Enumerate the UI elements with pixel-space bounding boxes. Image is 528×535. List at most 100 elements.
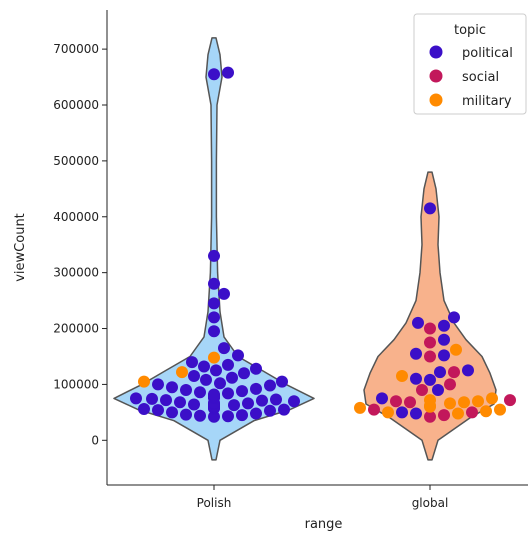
point-political-polish: [130, 392, 142, 405]
point-political-global: [434, 366, 446, 379]
violins: [113, 37, 497, 461]
y-axis-label: viewCount: [13, 213, 28, 282]
point-political-polish: [256, 394, 268, 407]
point-political-polish: [236, 385, 248, 398]
point-political-polish: [222, 387, 234, 400]
point-political-polish: [210, 364, 222, 377]
y-tick-label: 0: [91, 433, 99, 447]
y-tick-label: 400000: [53, 210, 99, 224]
point-political-polish: [278, 403, 290, 416]
point-political-polish: [218, 287, 230, 300]
point-political-polish: [160, 394, 172, 407]
point-political-polish: [180, 384, 192, 396]
point-political-polish: [208, 325, 220, 338]
point-social-global: [424, 410, 436, 423]
y-tick-label: 300000: [53, 266, 99, 280]
point-political-global: [396, 406, 408, 419]
point-political-polish: [194, 386, 206, 399]
point-political-polish: [222, 410, 234, 423]
legend-title: topic: [454, 23, 486, 38]
point-military-global: [396, 370, 408, 382]
point-social-global: [444, 378, 456, 391]
legend-label-military: military: [462, 94, 512, 109]
legend-label-social: social: [462, 70, 499, 85]
point-political-polish: [194, 409, 206, 422]
point-military-global: [444, 397, 456, 410]
point-political-polish: [232, 349, 244, 362]
point-political-polish: [264, 404, 276, 417]
point-military-global: [450, 343, 462, 356]
point-political-polish: [270, 393, 282, 406]
point-political-global: [410, 407, 422, 420]
point-social-global: [424, 322, 436, 335]
point-political-polish: [208, 249, 220, 262]
point-political-global: [438, 319, 450, 332]
point-political-polish: [138, 403, 150, 415]
point-political-polish: [222, 66, 234, 79]
x-ticks: Polish global: [197, 485, 449, 510]
point-political-global: [438, 333, 450, 346]
point-political-polish: [250, 407, 262, 420]
point-military-global: [452, 407, 464, 420]
point-political-polish: [288, 395, 300, 408]
violin-polish: [113, 37, 315, 461]
point-political-global: [412, 316, 424, 329]
point-political-polish: [208, 311, 220, 324]
legend-marker-military: [429, 93, 443, 107]
point-military-global: [382, 406, 394, 419]
point-social-global: [390, 395, 402, 408]
point-political-polish: [186, 356, 198, 369]
point-military-global: [472, 395, 484, 408]
point-political-global: [462, 364, 474, 377]
point-military-global: [480, 405, 492, 418]
point-social-global: [416, 384, 428, 396]
point-political-global: [376, 392, 388, 405]
point-political-polish: [188, 370, 200, 382]
point-political-global: [438, 349, 450, 362]
point-political-global: [410, 372, 422, 385]
point-military-polish: [176, 366, 188, 379]
point-political-polish: [180, 408, 192, 421]
x-axis-label: range: [305, 517, 343, 532]
point-military-global: [354, 401, 366, 414]
point-political-polish: [198, 360, 210, 373]
point-social-global: [404, 396, 416, 409]
point-political-polish: [228, 399, 240, 412]
point-social-global: [424, 336, 436, 349]
y-tick-label: 100000: [53, 377, 99, 391]
point-military-polish: [138, 375, 150, 388]
point-political-polish: [208, 297, 220, 310]
legend-entries: political social military: [429, 45, 513, 109]
violin-global: [363, 171, 497, 461]
legend-label-political: political: [462, 46, 513, 61]
y-tick-label: 700000: [53, 42, 99, 56]
point-political-polish: [222, 358, 234, 371]
point-military-global: [424, 394, 436, 407]
axes: 0 100000 200000 300000 400000 500000 600000 700…: [13, 10, 528, 532]
point-political-polish: [208, 277, 220, 290]
point-military-polish: [208, 351, 220, 364]
y-tick-label: 200000: [53, 322, 99, 336]
point-political-polish: [152, 378, 164, 391]
point-social-global: [504, 394, 516, 407]
point-political-polish: [166, 381, 178, 394]
legend-marker-social: [429, 69, 443, 83]
x-tick-label-global: global: [412, 496, 449, 510]
point-political-polish: [152, 404, 164, 417]
point-political-polish: [166, 406, 178, 419]
plot-area: [113, 37, 516, 461]
point-political-global: [432, 384, 444, 396]
point-political-polish: [250, 382, 262, 395]
point-political-polish: [236, 409, 248, 422]
point-political-global: [424, 373, 436, 386]
point-social-global: [368, 403, 380, 416]
point-political-polish: [242, 397, 254, 410]
point-political-polish: [208, 410, 220, 423]
point-political-polish: [208, 388, 220, 401]
point-military-global: [458, 396, 470, 409]
point-political-global: [448, 311, 460, 324]
legend-marker-political: [429, 45, 443, 59]
point-political-polish: [238, 367, 250, 380]
point-social-global: [448, 366, 460, 379]
